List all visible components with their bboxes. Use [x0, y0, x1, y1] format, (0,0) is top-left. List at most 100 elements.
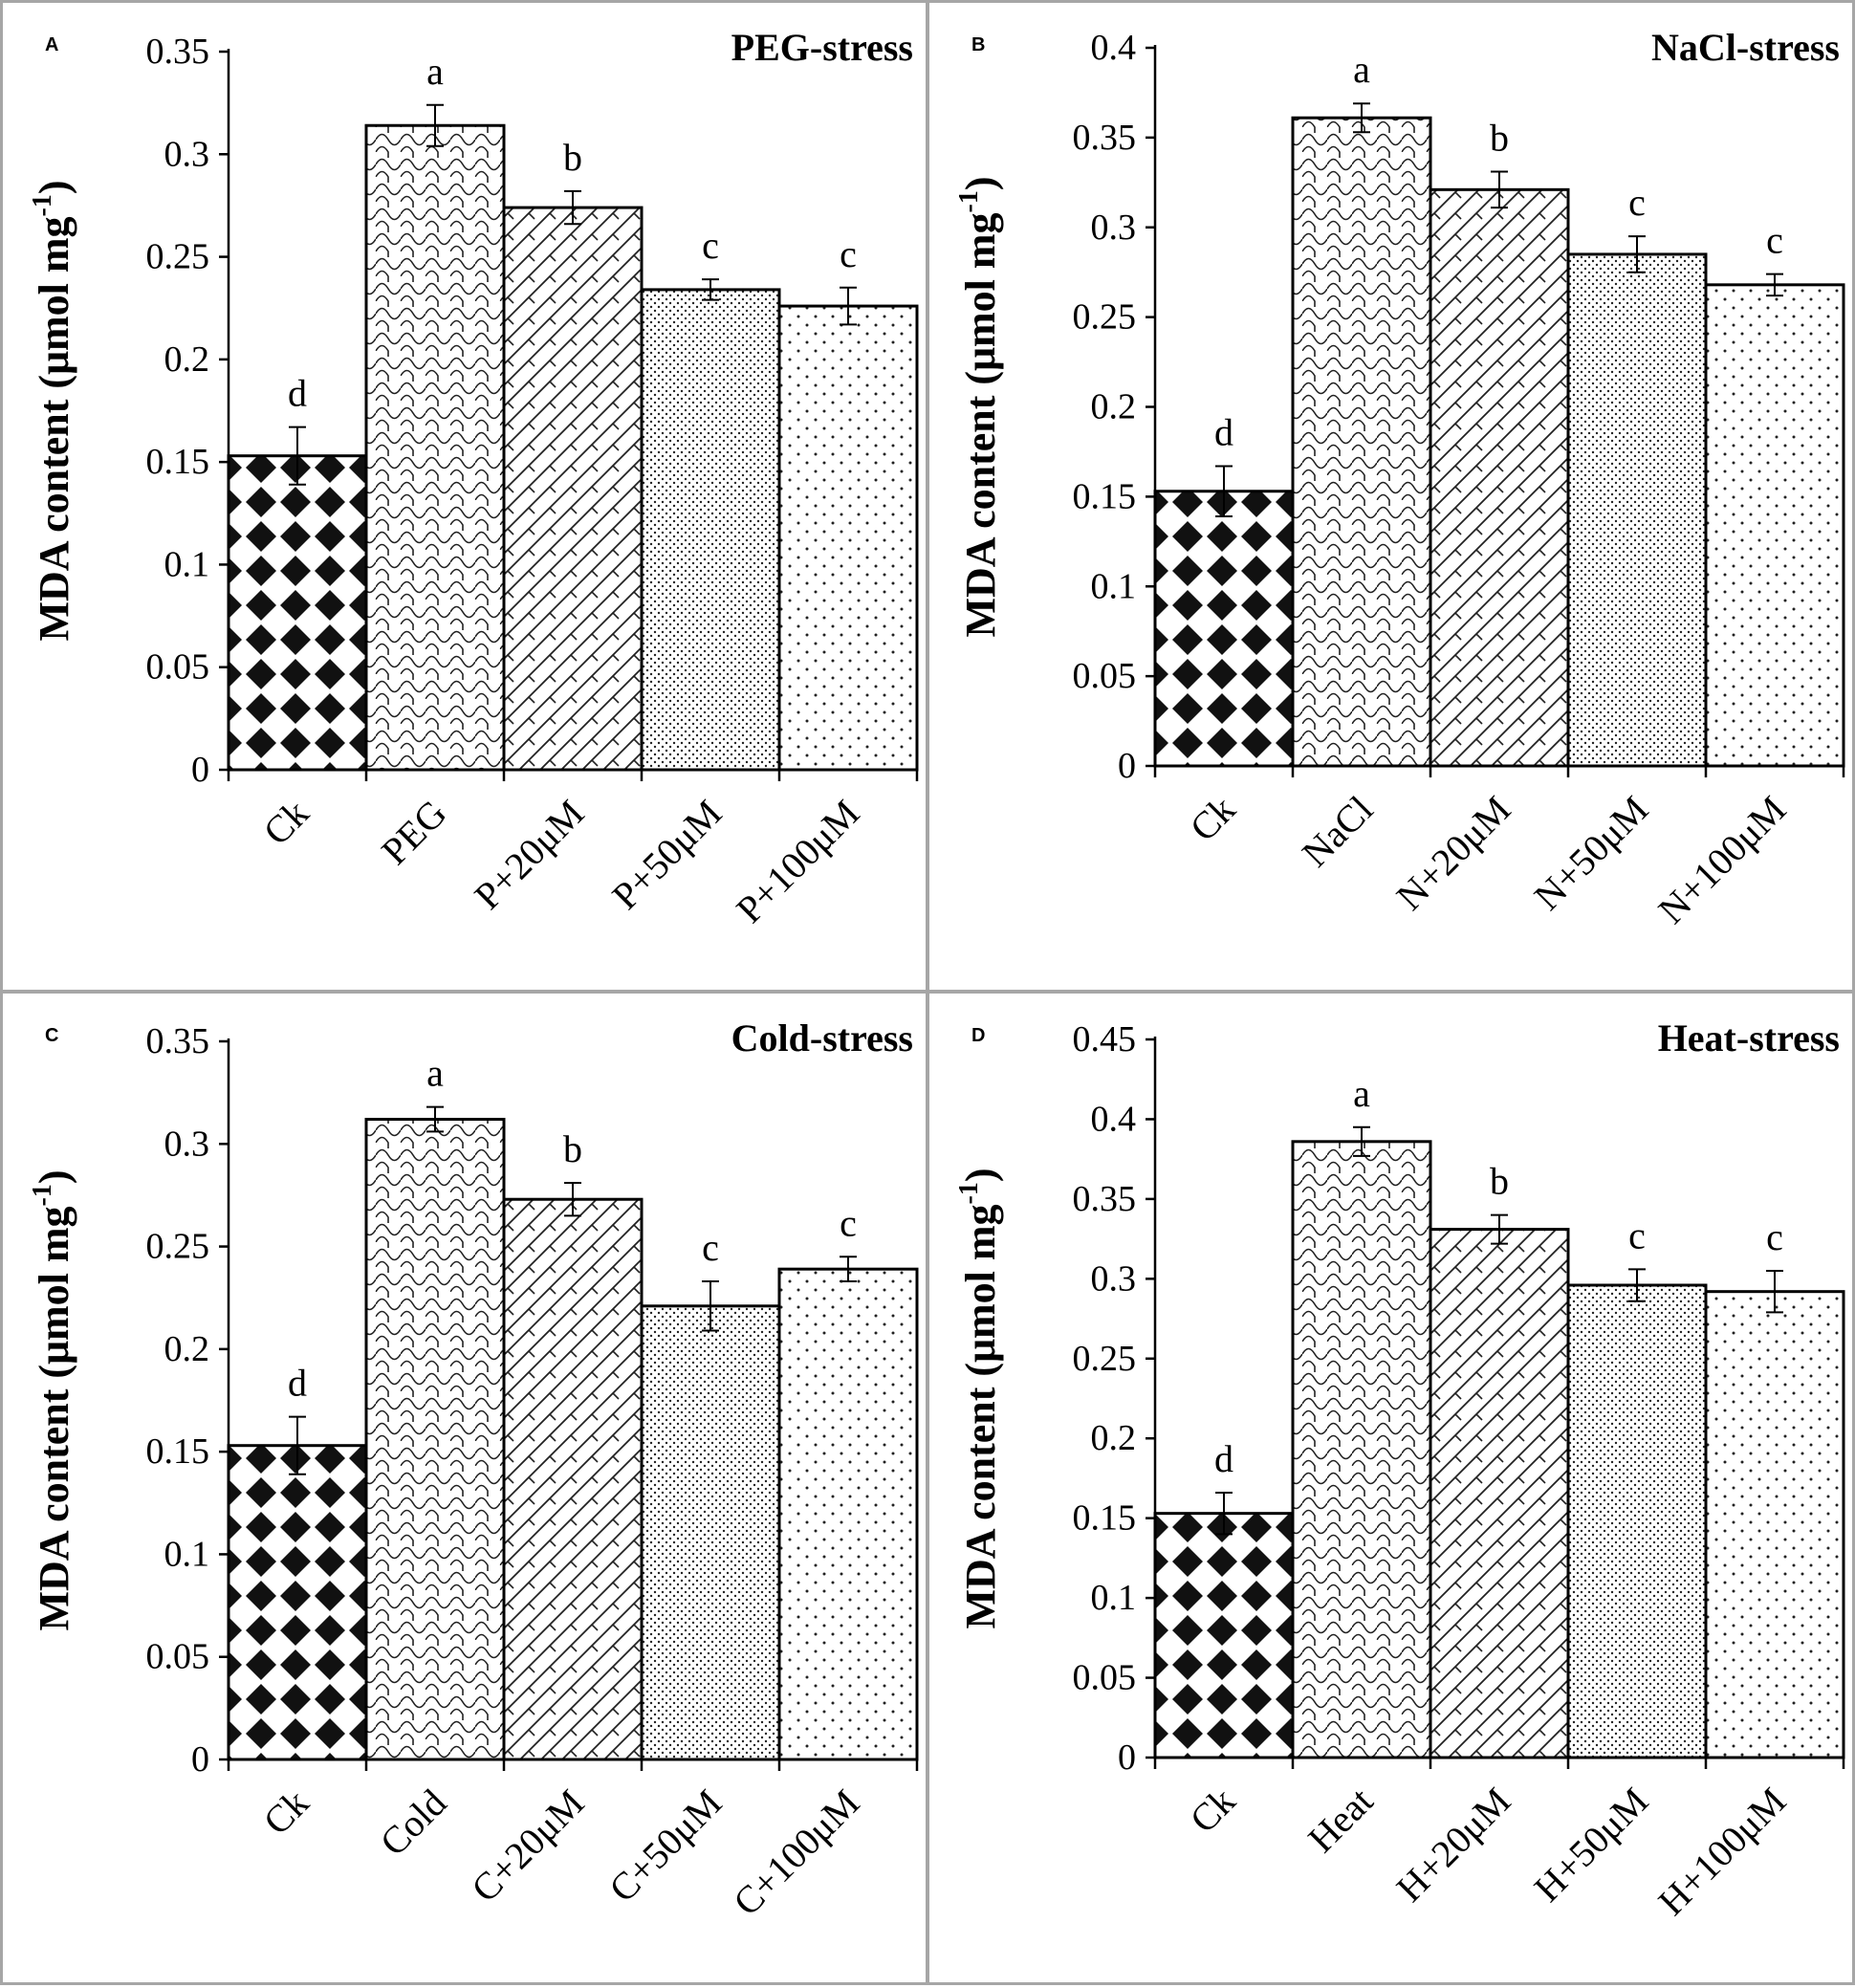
y-tick-label: 0.25 [146, 1227, 210, 1267]
y-axis-label-c: MDA content (μmol mg-1) [28, 1169, 77, 1630]
y-tick-label: 0.35 [1073, 1179, 1137, 1219]
y-tick-label: 0 [1118, 1737, 1136, 1778]
y-tick-label: 0.25 [1073, 1339, 1137, 1379]
chart-svg-c: C Cold-stress MDA content (μmol mg-1) 0 0.05… [28, 1016, 919, 1924]
y-tick-label: 0.2 [164, 1329, 210, 1369]
y-axis-label-close: ) [957, 176, 1004, 190]
y-tick-label: 0.25 [146, 237, 210, 277]
x-tick-label: Heat [1299, 1780, 1381, 1861]
y-tick-label: 0.1 [164, 544, 210, 584]
x-tick-label: NaCl [1294, 788, 1382, 876]
bar-d-3 [1429, 1228, 1570, 1759]
y-tick-label: 0.2 [1091, 1418, 1137, 1458]
x-tick-label: P+100μM [728, 792, 867, 931]
y-tick-label: 0.1 [1091, 1578, 1137, 1618]
panel-a: A PEG-stress MDA content (μmol mg-1) 0 0.05 0… [0, 0, 928, 993]
bar-d-5 [1704, 1290, 1845, 1759]
y-tick-label: 0.25 [1073, 297, 1137, 338]
significance-letter: c [702, 1226, 719, 1269]
y-tick-label: 0.15 [146, 442, 210, 482]
y-tick-label: 0.1 [1091, 566, 1137, 606]
y-axis-label-sup: -1 [28, 194, 57, 216]
x-tick-label: C+100μM [725, 1781, 867, 1924]
y-tick-label: 0.05 [146, 647, 210, 688]
significance-letter: b [1490, 117, 1509, 160]
panel-letter-a: A [45, 34, 58, 55]
bar-a-5 [777, 304, 919, 772]
x-tick-label: C+50μM [600, 1781, 730, 1911]
y-tick-label: 0.4 [1091, 28, 1137, 68]
x-tick-label: C+20μM [463, 1781, 592, 1911]
x-tick-label: N+20μM [1388, 788, 1519, 919]
y-axis-label-main: MDA content (μmol mg [957, 1204, 1004, 1628]
y-tick-label: 0.15 [146, 1431, 210, 1472]
bar-c-2 [364, 1118, 506, 1761]
y-axis-label-a: MDA content (μmol mg-1) [28, 180, 77, 641]
y-axis-label-close: ) [31, 1169, 77, 1184]
y-axis-label-sup: -1 [954, 1182, 984, 1204]
y-tick-label: 0.35 [146, 32, 210, 72]
panel-letter-d: D [971, 1025, 985, 1046]
y-axis-label-close: ) [957, 1168, 1004, 1182]
y-axis-label-close: ) [31, 180, 77, 194]
significance-letter: c [702, 224, 719, 267]
significance-letter: d [288, 372, 307, 415]
bar-a-3 [502, 206, 644, 772]
chart-svg-d: D Heat-stress MDA content (μmol mg-1) 0 0.05… [954, 1016, 1845, 1923]
y-axis-label-b: MDA content (μmol mg-1) [954, 176, 1004, 637]
y-tick-label: 0.35 [1073, 118, 1137, 158]
y-tick-label: 0.2 [164, 339, 210, 380]
chart-svg-a: A PEG-stress MDA content (μmol mg-1) 0 0.05 0… [28, 26, 919, 931]
y-tick-label: 0.05 [1073, 656, 1137, 696]
significance-letter: c [1766, 219, 1783, 262]
panel-c: C Cold-stress MDA content (μmol mg-1) 0 0.05… [0, 991, 928, 1985]
y-tick-label: 0.15 [1073, 476, 1137, 516]
y-axis-label-sup: -1 [28, 1184, 57, 1206]
significance-letter: c [1628, 1213, 1646, 1256]
y-tick-label: 0.05 [146, 1637, 210, 1677]
significance-letter: b [563, 1127, 582, 1170]
significance-letter: b [1490, 1160, 1509, 1203]
y-tick-label: 0.45 [1073, 1019, 1137, 1060]
panel-letter-c: C [45, 1025, 58, 1046]
bar-c-5 [777, 1267, 919, 1761]
y-tick-label: 0.3 [164, 134, 210, 174]
bar-b-3 [1429, 187, 1570, 768]
chart-title-c: Cold-stress [731, 1016, 913, 1060]
significance-letter: d [288, 1362, 307, 1405]
x-tick-label: H+50μM [1526, 1780, 1657, 1911]
significance-letter: c [1766, 1215, 1783, 1258]
y-tick-label: 0 [1118, 746, 1136, 786]
y-tick-label: 0.1 [164, 1534, 210, 1574]
x-tick-label: Ck [1182, 1780, 1244, 1842]
x-tick-label: N+50μM [1526, 788, 1657, 919]
y-axis-label-main: MDA content (μmol mg [31, 216, 77, 641]
x-tick-label: Ck [255, 792, 317, 854]
significance-letter: a [426, 50, 444, 93]
y-tick-label: 0.15 [1073, 1498, 1137, 1539]
bar-b-4 [1566, 252, 1708, 768]
chart-title-a: PEG-stress [731, 26, 913, 69]
significance-letter: a [426, 1052, 444, 1095]
x-tick-label: Ck [1182, 788, 1244, 850]
y-tick-label: 0.3 [164, 1124, 210, 1164]
bar-c-3 [502, 1197, 644, 1761]
bar-c-1 [227, 1444, 368, 1761]
chart-title-d: Heat-stress [1658, 1016, 1840, 1060]
bar-c-4 [640, 1304, 781, 1761]
y-axis-label-sup: -1 [954, 190, 984, 212]
bar-b-1 [1153, 490, 1295, 768]
y-tick-label: 0.2 [1091, 387, 1137, 427]
x-tick-label: PEG [373, 792, 454, 873]
bar-d-2 [1291, 1140, 1432, 1759]
y-tick-label: 0.05 [1073, 1658, 1137, 1698]
bar-a-2 [364, 123, 506, 772]
panel-letter-b: B [971, 34, 985, 55]
panel-d: D Heat-stress MDA content (μmol mg-1) 0 0.05… [927, 991, 1855, 1985]
significance-letter: d [1214, 1437, 1233, 1480]
x-tick-label: P+50μM [603, 792, 730, 918]
bar-d-4 [1566, 1283, 1708, 1759]
bar-d-1 [1153, 1512, 1295, 1759]
x-tick-label: Ck [255, 1781, 317, 1844]
significance-letter: c [1628, 181, 1646, 224]
